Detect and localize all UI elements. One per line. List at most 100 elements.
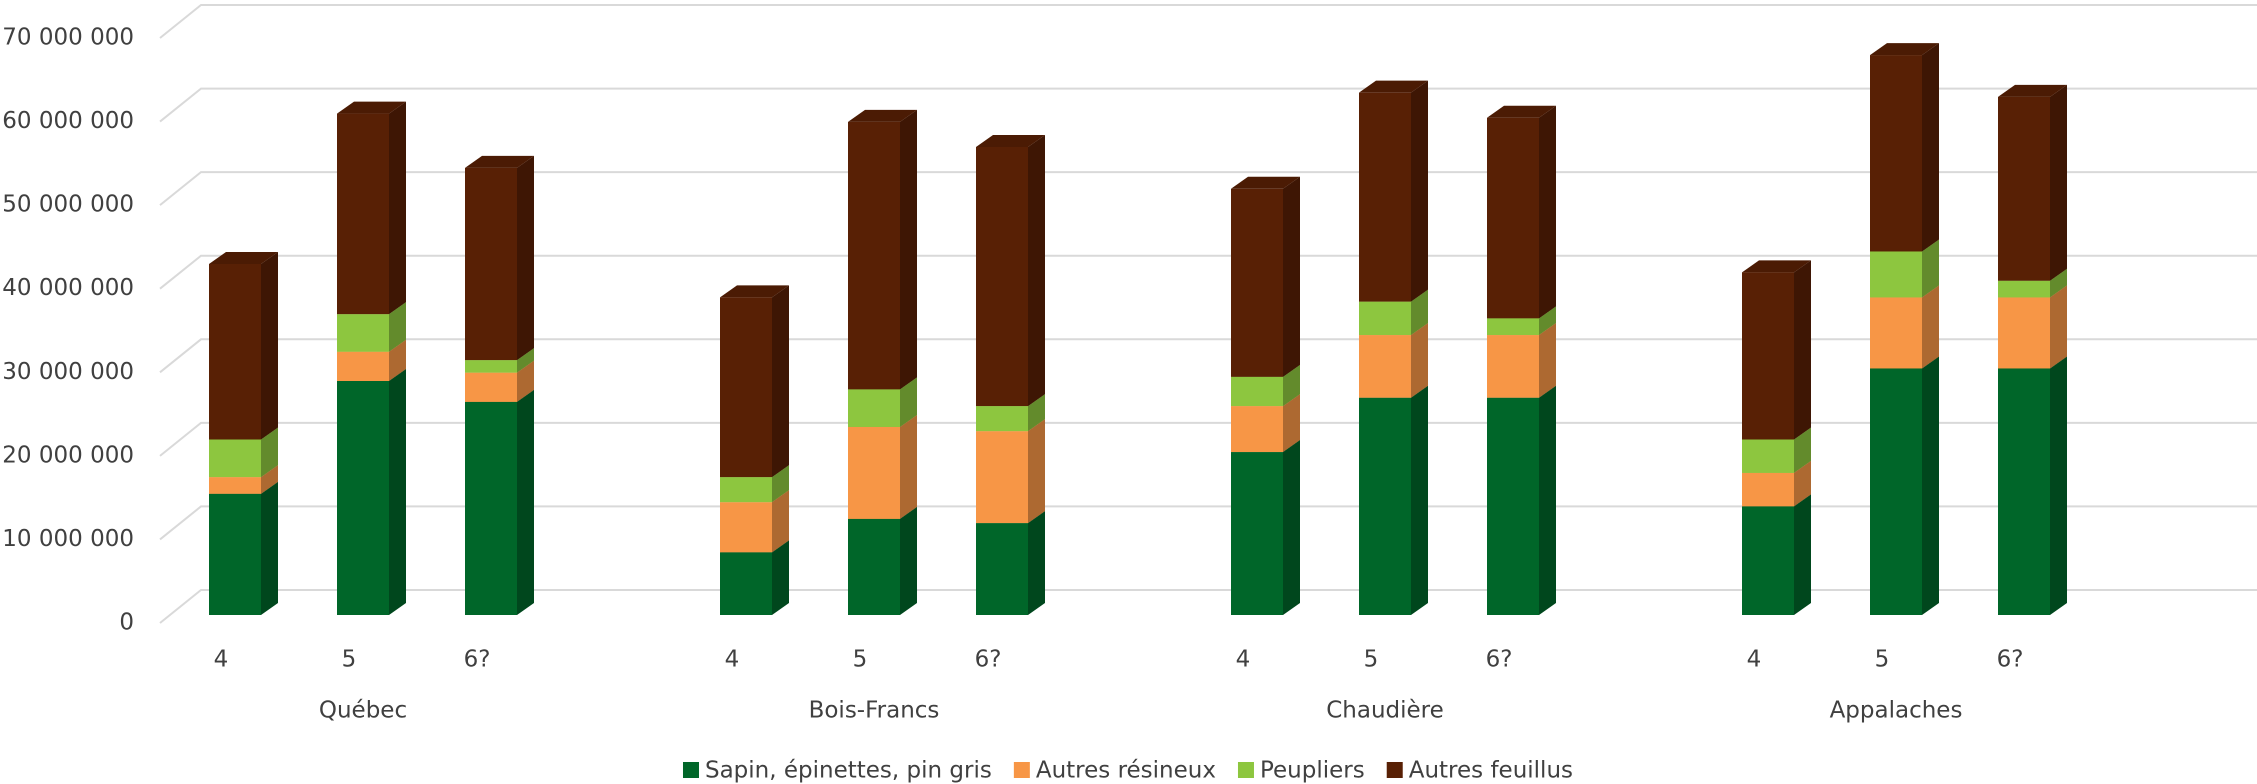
bar-top	[465, 155, 534, 168]
bar-top	[1742, 260, 1811, 273]
bar	[1359, 335, 1411, 398]
bar-side	[772, 285, 789, 478]
bar	[1742, 472, 1794, 507]
bar	[976, 406, 1028, 432]
bar-side	[1539, 105, 1556, 319]
bar-side	[1794, 427, 1811, 473]
bar-side	[389, 101, 406, 315]
legend-label: Autres feuillus	[1409, 758, 1573, 784]
bar-side	[1922, 239, 1939, 298]
bar-side	[1794, 260, 1811, 440]
bar-side	[517, 348, 534, 373]
grid-line	[159, 87, 2257, 123]
legend-swatch	[1237, 762, 1254, 778]
bar	[465, 360, 517, 373]
bar-side	[1283, 394, 1300, 453]
bar	[337, 351, 389, 381]
bar	[848, 518, 900, 615]
grid-line	[159, 4, 2257, 39]
bar	[1998, 368, 2050, 615]
bar-side	[1028, 511, 1045, 615]
group-label: Bois-Francs	[809, 698, 940, 724]
bar-side	[900, 109, 917, 390]
bar	[720, 297, 772, 478]
bar-side	[2050, 285, 2067, 369]
bar-side	[1411, 323, 1428, 398]
bar	[1359, 92, 1411, 302]
bar-side	[900, 414, 917, 519]
bar-top	[337, 101, 406, 114]
bar	[337, 113, 389, 315]
bar	[465, 167, 517, 361]
bar	[1998, 96, 2050, 281]
x-tick-label: 5	[1364, 647, 1379, 673]
bar-side	[1283, 364, 1300, 407]
y-tick-label: 40 000 000	[2, 275, 134, 301]
bar	[1231, 452, 1283, 615]
legend-label: Sapin, épinettes, pin gris	[705, 758, 992, 784]
grid-line	[159, 171, 2257, 206]
x-tick-label: 5	[342, 647, 357, 673]
bar-side	[1028, 419, 1045, 524]
bar	[209, 477, 261, 494]
bar	[1742, 506, 1794, 615]
bar	[209, 493, 261, 615]
bar-side	[1539, 306, 1556, 336]
bar-top	[1870, 43, 1939, 56]
bar	[337, 381, 389, 615]
bar	[1487, 397, 1539, 615]
bar	[209, 439, 261, 478]
y-tick-label: 0	[119, 610, 134, 636]
bar-side	[2050, 356, 2067, 615]
bar-side	[1411, 289, 1428, 336]
x-tick-label: 5	[1875, 647, 1890, 673]
x-tick-label: 5	[853, 647, 868, 673]
bar	[976, 147, 1028, 407]
group-label: Appalaches	[1830, 698, 1963, 724]
bar-side	[261, 465, 278, 494]
bar	[1231, 406, 1283, 453]
bar-top	[209, 252, 278, 264]
bar-top	[848, 109, 917, 122]
y-tick-label: 20 000 000	[2, 442, 134, 468]
bar-side	[389, 339, 406, 381]
bar-side	[1283, 440, 1300, 615]
bar-side	[1539, 385, 1556, 615]
bar	[465, 401, 517, 615]
legend-label: Peupliers	[1260, 758, 1365, 784]
bar	[1870, 368, 1922, 615]
bar-side	[1922, 285, 1939, 369]
bar-side	[900, 506, 917, 615]
x-tick-label: 4	[1747, 647, 1762, 673]
bar	[848, 121, 900, 390]
bar	[720, 502, 772, 553]
bar-top	[1359, 80, 1428, 93]
legend-swatch	[1013, 762, 1030, 778]
bar-side	[261, 481, 278, 615]
grid-line	[159, 254, 2257, 290]
bar-side	[772, 540, 789, 615]
bar-side	[1922, 356, 1939, 615]
bar-side	[261, 252, 278, 440]
y-tick-label: 10 000 000	[2, 526, 134, 552]
legend-label: Autres résineux	[1036, 758, 1216, 784]
legend-swatch	[682, 762, 699, 778]
bar	[1231, 188, 1283, 377]
bar-side	[1411, 80, 1428, 302]
bar	[465, 372, 517, 402]
bar	[976, 431, 1028, 524]
bar-side	[1794, 494, 1811, 615]
bar	[1742, 272, 1794, 440]
legend-swatch	[1386, 762, 1403, 778]
bar-side	[772, 490, 789, 553]
bar-side	[2050, 268, 2067, 298]
bar-side	[900, 377, 917, 427]
bar	[1742, 439, 1794, 473]
bar-side	[1028, 394, 1045, 432]
bar-side	[1539, 323, 1556, 398]
bar-top	[976, 135, 1045, 147]
bar-side	[1794, 460, 1811, 507]
grid-line	[159, 338, 2257, 374]
bar	[209, 264, 261, 440]
bar-side	[1411, 385, 1428, 615]
